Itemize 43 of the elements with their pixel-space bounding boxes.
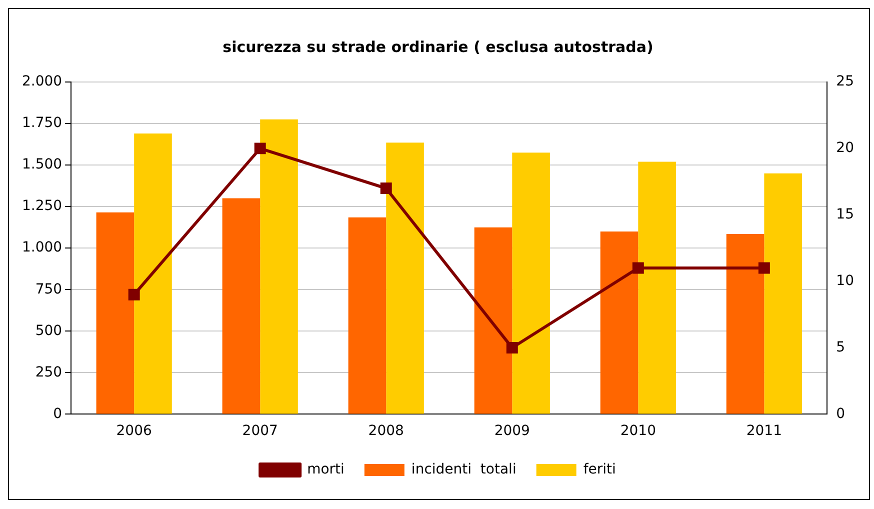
y-tick-label: 750	[35, 281, 62, 298]
x-tick-label: 2007	[242, 423, 278, 440]
bar	[474, 227, 512, 414]
x-tick-label: 2011	[746, 423, 782, 440]
y-tick-label: 250	[35, 364, 62, 380]
y-tick-label: 1.500	[22, 156, 62, 173]
y2-tick-label: 20	[836, 140, 854, 156]
bar	[726, 234, 764, 414]
y2-tick-label: 15	[836, 206, 854, 223]
point	[128, 288, 140, 300]
legend-label: incidenti totali	[411, 462, 516, 478]
x-tick-label: 2008	[368, 423, 404, 440]
y-tick-label: 2.000	[22, 74, 62, 90]
y2-tick-label: 0	[836, 406, 846, 422]
bar	[600, 231, 638, 414]
point	[758, 262, 770, 274]
y-tick-label: 500	[35, 322, 62, 339]
y-tick-label: 1.250	[22, 198, 62, 214]
bar	[348, 217, 386, 414]
y2-tick-label: 25	[836, 74, 854, 90]
bar	[96, 212, 134, 414]
y-tick-label: 1.000	[22, 240, 62, 256]
point	[380, 182, 392, 194]
x-tick-label: 2010	[620, 423, 656, 440]
bar	[512, 152, 550, 414]
bar	[764, 173, 802, 414]
y-tick-label: 1.750	[22, 115, 62, 132]
y2-tick-label: 5	[836, 339, 846, 356]
bar	[638, 162, 676, 414]
bar	[386, 142, 424, 414]
bar	[134, 133, 172, 414]
point	[254, 142, 266, 154]
bar	[222, 198, 260, 414]
chart-title: sicurezza su strade ordinarie ( esclusa autostrada)	[222, 38, 654, 56]
y-tick-label: 0	[53, 406, 62, 422]
legend-label: feriti	[583, 462, 616, 478]
x-tick-label: 2009	[494, 423, 530, 440]
point	[506, 342, 518, 354]
y2-tick-label: 10	[836, 272, 854, 289]
legend-label: morti	[307, 462, 344, 478]
bar	[260, 119, 298, 414]
point	[632, 262, 644, 274]
x-tick-label: 2006	[116, 423, 152, 440]
